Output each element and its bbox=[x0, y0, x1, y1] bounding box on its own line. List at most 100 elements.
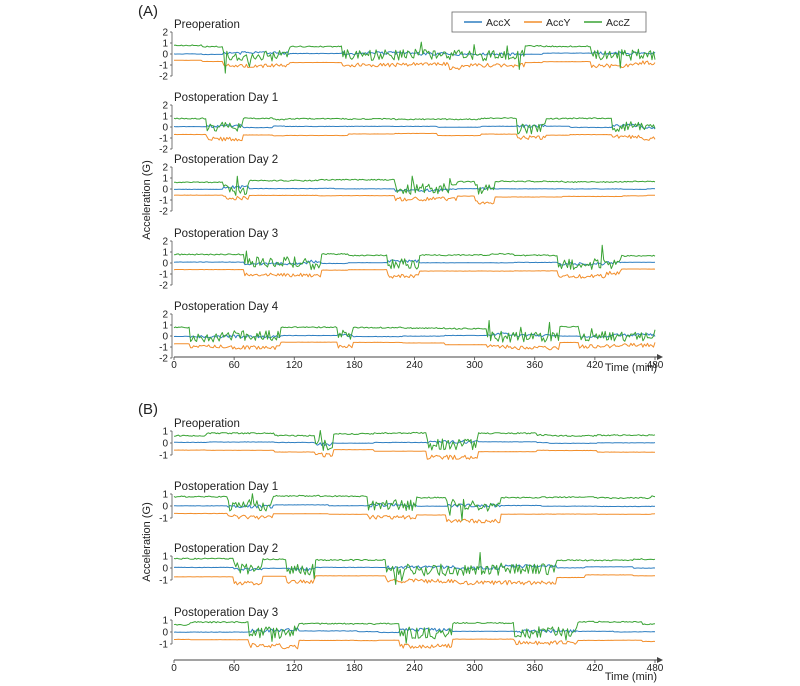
x-tick-label: 360 bbox=[526, 663, 543, 674]
y-tick-label: -2 bbox=[159, 145, 168, 156]
series-line-accy bbox=[174, 512, 656, 524]
y-tick-label: 2 bbox=[162, 28, 168, 39]
y-tick-label: 1 bbox=[162, 427, 168, 438]
panel-a-label: (A) bbox=[138, 3, 158, 20]
y-tick-label: 1 bbox=[162, 616, 168, 627]
subplot-1-1: Postoperation Day 1 10-1 bbox=[159, 481, 656, 525]
panel-a-xlabel: Time (min) bbox=[605, 362, 657, 374]
subplot-1-3: Postoperation Day 3 10-1 bbox=[159, 607, 656, 651]
x-tick-label: 240 bbox=[406, 663, 423, 674]
series-line-accy bbox=[173, 194, 656, 205]
x-tick-label: 60 bbox=[229, 360, 241, 371]
series-line-accz bbox=[173, 552, 656, 585]
series-line-accy bbox=[174, 449, 655, 460]
x-tick-label: 480 bbox=[647, 360, 664, 371]
x-tick-label: 420 bbox=[587, 663, 604, 674]
y-tick-label: 2 bbox=[162, 163, 168, 174]
subplot-title: Postoperation Day 3 bbox=[174, 228, 278, 240]
subplot-0-2: Postoperation Day 2 210-1-2 bbox=[159, 154, 656, 218]
y-tick-label: -2 bbox=[159, 207, 168, 218]
series-line-accx bbox=[173, 564, 656, 572]
y-tick-label: -2 bbox=[159, 354, 168, 365]
series-line-accx bbox=[173, 627, 656, 634]
x-tick-label: 60 bbox=[229, 663, 241, 674]
y-tick-label: 0 bbox=[162, 564, 168, 575]
panel-b-xlabel: Time (min) bbox=[605, 671, 657, 683]
x-tick-label: 300 bbox=[466, 663, 483, 674]
series-line-accz bbox=[174, 175, 656, 196]
series-line-accy bbox=[173, 341, 656, 351]
y-tick-label: 0 bbox=[162, 123, 168, 134]
series-line-accz bbox=[173, 620, 656, 644]
y-tick-label: 1 bbox=[162, 248, 168, 259]
x-tick-label: 120 bbox=[286, 360, 303, 371]
y-tick-label: 0 bbox=[162, 185, 168, 196]
y-tick-label: -1 bbox=[159, 343, 168, 354]
y-tick-label: -1 bbox=[159, 640, 168, 651]
y-tick-label: 1 bbox=[162, 552, 168, 563]
subplot-title: Postoperation Day 2 bbox=[174, 543, 278, 555]
series-line-accz bbox=[173, 244, 656, 271]
subplot-0-3: Postoperation Day 3 210-1-2 bbox=[159, 228, 656, 292]
y-tick-label: 0 bbox=[162, 50, 168, 61]
subplot-title: Preoperation bbox=[174, 418, 240, 430]
panel-b-ylabel: Acceleration (G) bbox=[141, 502, 153, 581]
x-tick-label: 120 bbox=[286, 663, 303, 674]
y-tick-label: -1 bbox=[159, 576, 168, 587]
subplot-title: Postoperation Day 2 bbox=[174, 154, 278, 166]
y-tick-label: 0 bbox=[162, 628, 168, 639]
subplot-title: Postoperation Day 3 bbox=[174, 607, 278, 619]
series-line-accy bbox=[173, 132, 656, 142]
series-line-accz bbox=[173, 430, 656, 451]
x-tick-label: 240 bbox=[406, 360, 423, 371]
series-line-accy bbox=[173, 268, 656, 279]
series-line-accx bbox=[173, 123, 656, 130]
series-line-accy bbox=[174, 59, 656, 71]
y-tick-label: 0 bbox=[162, 502, 168, 513]
x-axis-arrow bbox=[657, 657, 663, 663]
legend-box bbox=[451, 11, 647, 33]
y-tick-label: -2 bbox=[159, 281, 168, 292]
y-tick-label: -1 bbox=[159, 196, 168, 207]
y-tick-label: 1 bbox=[162, 321, 168, 332]
subplot-0-4: Postoperation Day 4 210-1-2 bbox=[159, 301, 656, 365]
y-tick-label: 0 bbox=[162, 439, 168, 450]
series-line-accy bbox=[174, 638, 655, 650]
x-tick-label: 0 bbox=[171, 663, 177, 674]
subplot-title: Postoperation Day 4 bbox=[174, 301, 279, 313]
legend: AccX AccY AccZ bbox=[451, 11, 647, 33]
series-line-accx bbox=[174, 439, 656, 447]
y-tick-label: 1 bbox=[162, 490, 168, 501]
legend-label-accx: AccX bbox=[486, 17, 511, 29]
y-tick-label: 1 bbox=[162, 174, 168, 185]
subplot-0-0: Preoperation 210-1-2 bbox=[159, 19, 656, 83]
y-tick-label: -1 bbox=[159, 61, 168, 72]
subplot-1-0: Preoperation 10-1 bbox=[159, 418, 656, 462]
y-tick-label: 2 bbox=[162, 101, 168, 112]
series-line-accz bbox=[173, 320, 656, 343]
panel-b-label: (B) bbox=[138, 401, 158, 418]
subplot-title: Postoperation Day 1 bbox=[174, 481, 278, 493]
y-tick-label: 1 bbox=[162, 112, 168, 123]
y-tick-label: 1 bbox=[162, 39, 168, 50]
x-tick-label: 0 bbox=[171, 360, 177, 371]
subplot-title: Postoperation Day 1 bbox=[174, 92, 278, 104]
x-tick-label: 300 bbox=[466, 360, 483, 371]
x-axis-1: 0 60 120 180 240 300 360 420 480 bbox=[171, 657, 664, 674]
x-tick-label: 180 bbox=[346, 663, 363, 674]
y-tick-label: -1 bbox=[159, 270, 168, 281]
panel-a-ylabel: Acceleration (G) bbox=[141, 160, 153, 239]
x-tick-label: 480 bbox=[647, 663, 664, 674]
y-tick-label: 2 bbox=[162, 237, 168, 248]
subplot-0-1: Postoperation Day 1 210-1-2 bbox=[159, 92, 656, 156]
subplot-1-2: Postoperation Day 2 10-1 bbox=[159, 543, 656, 587]
y-tick-label: -1 bbox=[159, 134, 168, 145]
x-tick-label: 420 bbox=[587, 360, 604, 371]
legend-label-accz: AccZ bbox=[606, 17, 631, 29]
y-tick-label: 0 bbox=[162, 259, 168, 270]
y-tick-label: -2 bbox=[159, 72, 168, 83]
y-tick-label: -1 bbox=[159, 514, 168, 525]
legend-label-accy: AccY bbox=[546, 17, 571, 29]
series-line-accy bbox=[174, 574, 656, 586]
